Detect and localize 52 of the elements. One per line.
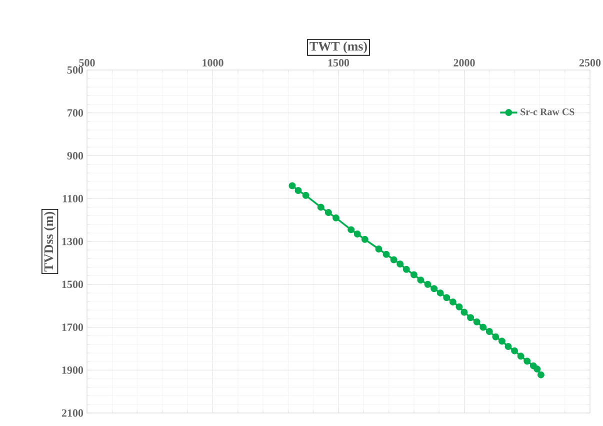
x-tick-label: 1000 bbox=[202, 59, 224, 66]
point bbox=[480, 324, 487, 331]
point bbox=[449, 298, 456, 306]
point bbox=[317, 204, 324, 211]
y-tick-label: 1700 bbox=[62, 324, 84, 331]
y-tick-label: 2100 bbox=[62, 409, 84, 417]
point bbox=[534, 366, 541, 373]
y-tick-label: 900 bbox=[67, 152, 84, 160]
x-tick-label: 500 bbox=[79, 59, 95, 66]
point bbox=[288, 182, 296, 190]
point bbox=[390, 256, 398, 264]
y-tick-label: 700 bbox=[68, 109, 84, 117]
y-tick-label: 1100 bbox=[62, 194, 84, 202]
point bbox=[473, 318, 480, 326]
point bbox=[436, 289, 444, 296]
point bbox=[417, 276, 424, 284]
point bbox=[302, 192, 310, 199]
point bbox=[410, 271, 418, 278]
x-axis-title: TWT (ms) bbox=[310, 42, 367, 54]
x-tick-label: 2500 bbox=[579, 59, 601, 66]
y-tick-label: 1900 bbox=[62, 366, 84, 374]
point bbox=[486, 328, 493, 336]
point bbox=[354, 230, 361, 238]
point bbox=[460, 308, 468, 316]
x-tick-label: 1500 bbox=[328, 59, 350, 66]
point bbox=[524, 358, 531, 365]
x-tick-label: 2000 bbox=[454, 59, 475, 66]
point bbox=[375, 246, 382, 252]
point bbox=[492, 333, 500, 340]
point bbox=[348, 226, 355, 234]
point bbox=[511, 347, 518, 354]
point bbox=[467, 314, 474, 322]
point bbox=[498, 338, 506, 345]
legend-label: Sr-c Raw CS bbox=[520, 108, 574, 116]
point bbox=[332, 214, 340, 222]
y-tick-label: 500 bbox=[67, 66, 84, 74]
point bbox=[324, 209, 332, 216]
point bbox=[430, 285, 438, 292]
point bbox=[402, 266, 410, 273]
point bbox=[361, 236, 368, 243]
point bbox=[396, 260, 404, 268]
point bbox=[294, 186, 302, 194]
point bbox=[382, 250, 390, 258]
y-tick-label: 1500 bbox=[62, 280, 84, 288]
y-tick-label: 1300 bbox=[62, 238, 84, 246]
y-axis-title: TVDss (m) bbox=[44, 212, 56, 272]
point bbox=[504, 343, 512, 350]
point bbox=[456, 303, 463, 310]
point bbox=[537, 371, 544, 378]
point bbox=[443, 294, 450, 302]
point bbox=[424, 280, 432, 288]
point bbox=[517, 352, 524, 360]
